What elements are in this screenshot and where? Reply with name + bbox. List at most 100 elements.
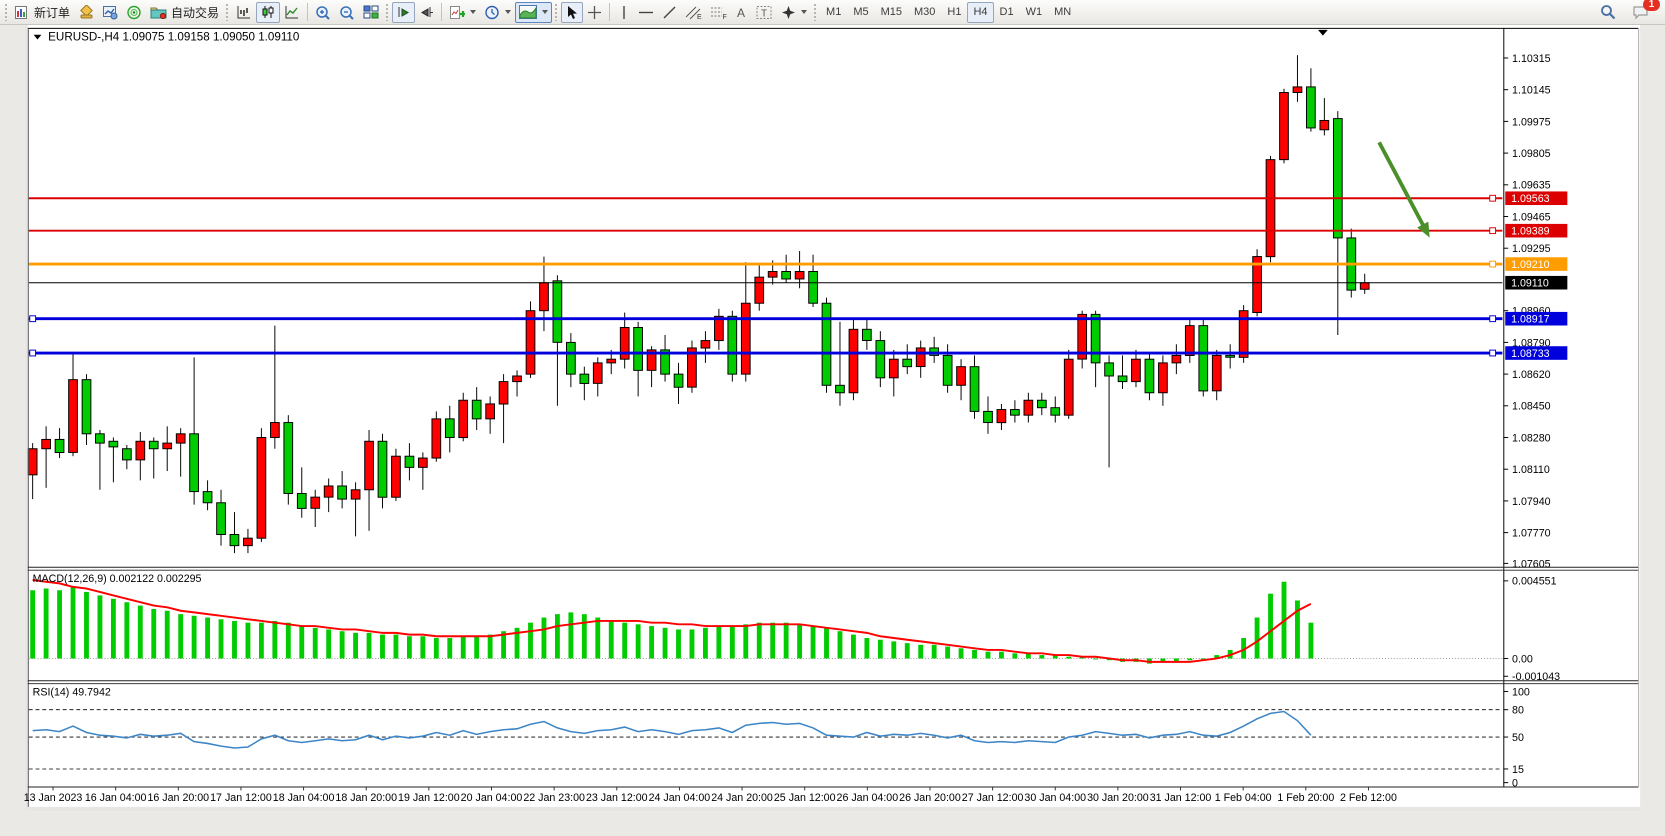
candle <box>1319 119 1330 131</box>
timeframe-mn-button[interactable]: MN <box>1048 2 1077 23</box>
notification-badge[interactable]: 1 <box>1643 0 1660 11</box>
group-drag-handle[interactable] <box>225 3 231 21</box>
symbol-dropdown-icon[interactable] <box>33 34 42 40</box>
market-watch-button[interactable] <box>98 2 122 23</box>
text-tool-button[interactable]: A <box>731 2 752 23</box>
macd-bar <box>164 610 170 659</box>
time-tick-label[interactable]: 31 Jan 12:00 <box>1150 792 1212 804</box>
timeframe-m1-button[interactable]: M1 <box>820 2 847 23</box>
hline-handle[interactable] <box>1489 227 1497 235</box>
arrows-dropdown-caret[interactable] <box>801 10 808 14</box>
time-tick-label[interactable]: 1 Feb 04:00 <box>1215 792 1272 804</box>
time-tick-label[interactable]: 16 Jan 04:00 <box>85 792 147 804</box>
auto-scroll-button[interactable] <box>392 1 416 23</box>
macd-bar <box>931 644 937 659</box>
time-tick-label[interactable]: 22 Jan 23:00 <box>523 792 585 804</box>
macd-bar <box>958 648 964 659</box>
zoom-out-button[interactable] <box>335 2 359 23</box>
time-tick-label[interactable]: 19 Jan 12:00 <box>398 792 460 804</box>
indicators-button[interactable] <box>445 2 480 23</box>
crosshair-tool-button[interactable] <box>583 2 606 23</box>
hline-handle[interactable] <box>1489 260 1497 268</box>
templates-dropdown-caret[interactable] <box>542 10 549 14</box>
trend-arrow-annotation[interactable] <box>1377 141 1428 231</box>
price-badge[interactable] <box>1505 223 1568 238</box>
periods-dropdown-caret[interactable] <box>505 10 512 14</box>
time-tick-label[interactable]: 26 Jan 20:00 <box>899 792 961 804</box>
group-drag-handle[interactable] <box>554 3 560 21</box>
time-tick-label[interactable]: 24 Jan 04:00 <box>649 792 711 804</box>
new-order-button[interactable]: 新订单 <box>11 2 74 23</box>
time-tick-label[interactable]: 30 Jan 04:00 <box>1024 792 1086 804</box>
auto-trading-button[interactable]: 自动交易 <box>146 2 223 23</box>
hline-handle[interactable] <box>1489 349 1497 357</box>
search-button[interactable] <box>1596 2 1620 23</box>
timeframe-label: M15 <box>880 6 902 18</box>
text-label-tool-button[interactable]: T <box>752 2 777 23</box>
time-tick-label[interactable]: 18 Jan 20:00 <box>335 792 397 804</box>
macd-bar <box>97 595 103 659</box>
time-tick-label[interactable]: 20 Jan 04:00 <box>461 792 523 804</box>
price-badge[interactable] <box>1505 346 1568 360</box>
trendline-tool-button[interactable] <box>658 2 681 23</box>
equidistant-channel-tool-button[interactable]: E <box>681 2 706 23</box>
price-badge[interactable] <box>1505 311 1568 326</box>
time-tick-label[interactable]: 18 Jan 04:00 <box>273 792 335 804</box>
chart-canvas[interactable]: 1.10315 1.10145 1.09975 1.09805 1.09635 1.094… <box>0 25 1665 836</box>
time-tick-label[interactable]: 16 Jan 20:00 <box>147 792 209 804</box>
charts-profile-button[interactable] <box>74 2 98 23</box>
timeframe-h4-button[interactable]: H4 <box>967 1 994 23</box>
timeframe-h1-button[interactable]: H1 <box>941 2 967 23</box>
group-drag-handle[interactable] <box>385 3 391 21</box>
timeframe-m15-button[interactable]: M15 <box>875 2 908 23</box>
hline-handle[interactable] <box>29 349 37 357</box>
group-drag-handle[interactable] <box>813 3 819 21</box>
vertical-line-tool-button[interactable] <box>613 2 634 23</box>
time-tick-label[interactable]: 27 Jan 12:00 <box>962 792 1024 804</box>
arrows-tool-button[interactable] <box>777 2 811 23</box>
time-tick-label[interactable]: 26 Jan 04:00 <box>837 792 899 804</box>
candlestick-mode-button[interactable] <box>256 1 281 23</box>
macd-tick-label: 0.00 <box>1512 653 1533 665</box>
time-tick-label[interactable]: 17 Jan 12:00 <box>210 792 272 804</box>
macd-bar <box>232 620 237 659</box>
timeframe-w1-button[interactable]: W1 <box>1020 2 1049 23</box>
macd-bar <box>1052 655 1058 659</box>
toolbar-drag-handle[interactable] <box>4 3 9 21</box>
periods-button[interactable] <box>480 2 515 23</box>
macd-bar <box>1214 655 1220 659</box>
templates-button[interactable] <box>515 1 553 23</box>
indicators-dropdown-caret[interactable] <box>470 10 477 14</box>
time-tick-label[interactable]: 24 Jan 20:00 <box>711 792 773 804</box>
price-badge[interactable] <box>1505 275 1568 290</box>
scroll-marker-icon[interactable] <box>1318 29 1328 36</box>
time-tick-label[interactable]: 13 Jan 2023 <box>24 792 83 804</box>
data-window-button[interactable] <box>122 2 146 23</box>
time-tick-label[interactable]: 1 Feb 20:00 <box>1277 792 1334 804</box>
line-chart-mode-button[interactable] <box>280 2 304 23</box>
trend-arrow-head[interactable] <box>1417 221 1430 238</box>
tile-windows-button[interactable] <box>359 2 383 23</box>
price-badge[interactable] <box>1505 257 1568 271</box>
hline-handle[interactable] <box>1489 194 1497 202</box>
time-tick-label[interactable]: 2 Feb 12:00 <box>1340 792 1397 804</box>
timeframe-d1-button[interactable]: D1 <box>994 2 1020 23</box>
chart-shift-button[interactable] <box>415 2 438 23</box>
timeframe-m5-button[interactable]: M5 <box>847 2 874 23</box>
macd-bar <box>501 631 507 659</box>
time-tick-label[interactable]: 30 Jan 20:00 <box>1087 792 1149 804</box>
timeframe-m30-button[interactable]: M30 <box>908 2 941 23</box>
candle <box>1211 354 1222 392</box>
candle <box>969 366 980 412</box>
time-tick-label[interactable]: 25 Jan 12:00 <box>774 792 836 804</box>
hline-handle[interactable] <box>1489 315 1497 323</box>
time-tick-label[interactable]: 23 Jan 12:00 <box>586 792 648 804</box>
zoom-in-button[interactable] <box>311 2 335 23</box>
bar-chart-mode-button[interactable] <box>232 2 256 23</box>
fibonacci-tool-button[interactable]: F <box>706 2 731 23</box>
hline-handle[interactable] <box>29 315 37 323</box>
price-badge[interactable] <box>1505 191 1568 206</box>
price-tick-label: 1.10315 <box>1512 53 1551 65</box>
cursor-tool-button[interactable] <box>561 1 584 23</box>
horizontal-line-tool-button[interactable] <box>634 2 658 23</box>
